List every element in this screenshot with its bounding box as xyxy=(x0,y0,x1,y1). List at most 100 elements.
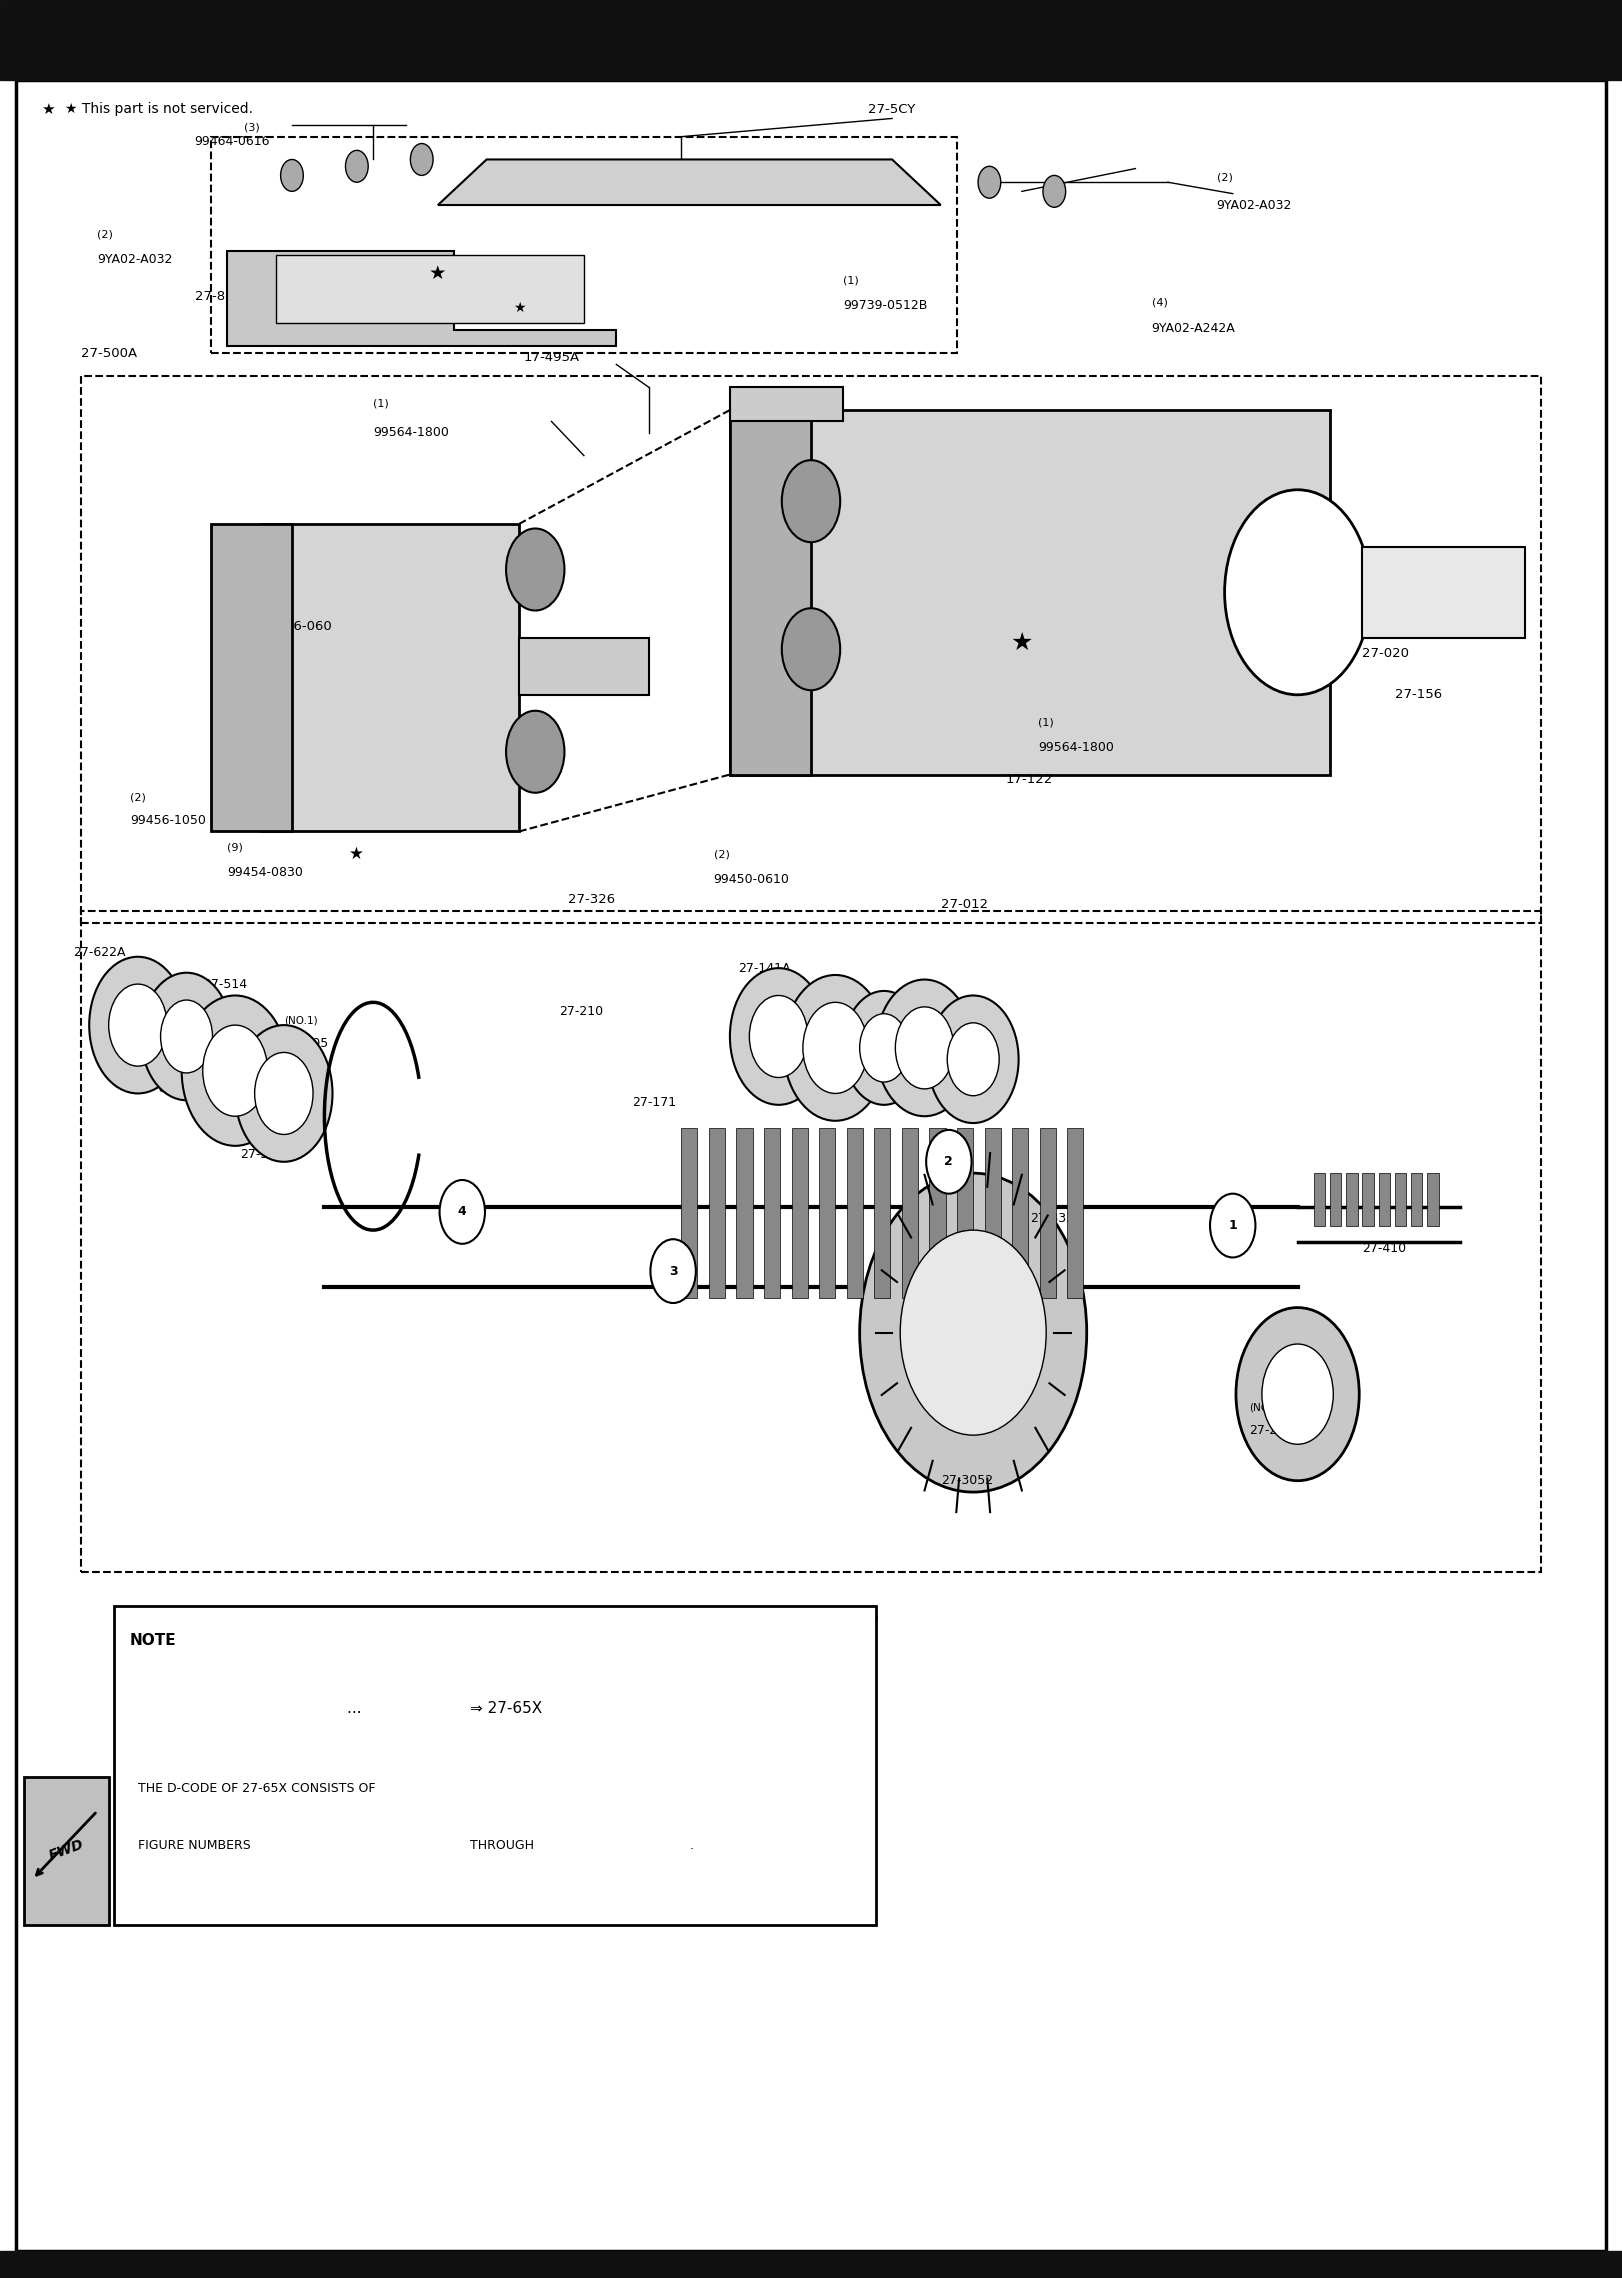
Polygon shape xyxy=(730,410,1330,775)
Circle shape xyxy=(641,1813,680,1868)
Text: 27-171: 27-171 xyxy=(633,1096,676,1109)
Text: ★: ★ xyxy=(1011,631,1033,654)
Circle shape xyxy=(1210,1194,1255,1257)
Circle shape xyxy=(895,1007,954,1089)
Text: 27-806: 27-806 xyxy=(195,289,242,303)
Bar xyxy=(114,1606,876,1925)
Circle shape xyxy=(782,460,840,542)
Bar xyxy=(211,137,957,353)
Bar xyxy=(1346,1173,1358,1226)
Circle shape xyxy=(1262,1344,1333,1444)
Text: (3): (3) xyxy=(243,123,260,132)
Circle shape xyxy=(235,1025,333,1162)
Bar xyxy=(81,376,1541,923)
Text: 27-238: 27-238 xyxy=(1249,1424,1293,1437)
Text: ★: ★ xyxy=(41,103,54,116)
Polygon shape xyxy=(227,251,616,346)
Text: .: . xyxy=(689,1838,693,1852)
Circle shape xyxy=(360,1674,402,1734)
Polygon shape xyxy=(519,638,649,695)
Text: 27-5CY: 27-5CY xyxy=(868,103,916,116)
Circle shape xyxy=(410,144,433,175)
Bar xyxy=(1067,1128,1083,1298)
Circle shape xyxy=(1236,1308,1359,1481)
Text: ★ This part is not serviced.: ★ This part is not serviced. xyxy=(65,103,253,116)
Bar xyxy=(985,1128,1001,1298)
Text: 3: 3 xyxy=(668,1264,678,1278)
Text: 99739-0512B: 99739-0512B xyxy=(843,298,928,312)
Circle shape xyxy=(900,1230,1046,1435)
Circle shape xyxy=(440,1180,485,1244)
Text: (9): (9) xyxy=(227,843,243,852)
Text: 27-030: 27-030 xyxy=(916,1023,960,1036)
Bar xyxy=(874,1128,890,1298)
Text: THE D-CODE OF 27-65X CONSISTS OF: THE D-CODE OF 27-65X CONSISTS OF xyxy=(138,1781,375,1795)
Text: FWD: FWD xyxy=(47,1836,86,1863)
Circle shape xyxy=(782,608,840,690)
Text: 17-122: 17-122 xyxy=(1006,772,1053,786)
Bar xyxy=(0,2251,1622,2278)
Circle shape xyxy=(418,1813,457,1868)
Text: 27-018: 27-018 xyxy=(138,1082,182,1096)
Text: 99450-0610: 99450-0610 xyxy=(714,872,790,886)
Text: 17-495A: 17-495A xyxy=(524,351,579,364)
Text: ★: ★ xyxy=(349,845,365,863)
Text: (1): (1) xyxy=(373,399,389,408)
Circle shape xyxy=(730,968,827,1105)
Circle shape xyxy=(255,1052,313,1134)
Bar xyxy=(1040,1128,1056,1298)
Text: 1: 1 xyxy=(435,1836,441,1845)
Text: ⇒ 27-65X: ⇒ 27-65X xyxy=(470,1702,543,1715)
Circle shape xyxy=(860,1173,1087,1492)
Text: THROUGH: THROUGH xyxy=(470,1838,534,1852)
Text: (NO.1): (NO.1) xyxy=(284,1016,318,1025)
Bar xyxy=(1379,1173,1390,1226)
Text: 27-012: 27-012 xyxy=(941,898,988,911)
Text: 27-622A: 27-622A xyxy=(73,945,125,959)
Text: (2): (2) xyxy=(97,230,114,239)
Text: 27-332: 27-332 xyxy=(1030,1212,1074,1226)
Text: 4: 4 xyxy=(657,1836,663,1845)
Text: 27-3052: 27-3052 xyxy=(941,1474,993,1488)
Text: 9YA02-A032: 9YA02-A032 xyxy=(97,253,172,267)
Circle shape xyxy=(843,991,925,1105)
Bar xyxy=(81,911,1541,1572)
Bar xyxy=(902,1128,918,1298)
Text: 27-165: 27-165 xyxy=(811,1064,855,1077)
Circle shape xyxy=(281,159,303,191)
Circle shape xyxy=(1225,490,1371,695)
Circle shape xyxy=(234,1674,276,1734)
Bar xyxy=(1362,547,1525,638)
Text: ★: ★ xyxy=(430,264,446,282)
Text: (2): (2) xyxy=(130,793,146,802)
Text: 27-141A: 27-141A xyxy=(738,961,790,975)
Bar xyxy=(681,1128,697,1298)
Circle shape xyxy=(141,973,232,1100)
Circle shape xyxy=(650,1239,696,1303)
Bar xyxy=(929,1128,946,1298)
Bar xyxy=(0,0,1622,80)
Circle shape xyxy=(89,957,187,1093)
Circle shape xyxy=(1043,175,1066,207)
Bar xyxy=(1330,1173,1341,1226)
Polygon shape xyxy=(730,387,843,421)
Text: 2: 2 xyxy=(944,1155,954,1169)
Circle shape xyxy=(926,1130,972,1194)
Circle shape xyxy=(978,166,1001,198)
Text: 27-210: 27-210 xyxy=(560,1005,603,1018)
Text: (4): (4) xyxy=(1152,298,1168,308)
Text: 1: 1 xyxy=(1228,1219,1238,1232)
Circle shape xyxy=(803,1002,868,1093)
Bar xyxy=(764,1128,780,1298)
Polygon shape xyxy=(276,255,584,323)
Text: 99454-0830: 99454-0830 xyxy=(227,866,303,879)
Bar xyxy=(709,1128,725,1298)
Circle shape xyxy=(506,528,564,611)
Circle shape xyxy=(182,995,289,1146)
Circle shape xyxy=(860,1014,908,1082)
Text: 27-020: 27-020 xyxy=(1362,647,1410,661)
Text: 27-410: 27-410 xyxy=(1362,1242,1406,1255)
Text: 27-514: 27-514 xyxy=(203,977,247,991)
Text: 99564-1800: 99564-1800 xyxy=(1038,740,1114,754)
Bar xyxy=(847,1128,863,1298)
